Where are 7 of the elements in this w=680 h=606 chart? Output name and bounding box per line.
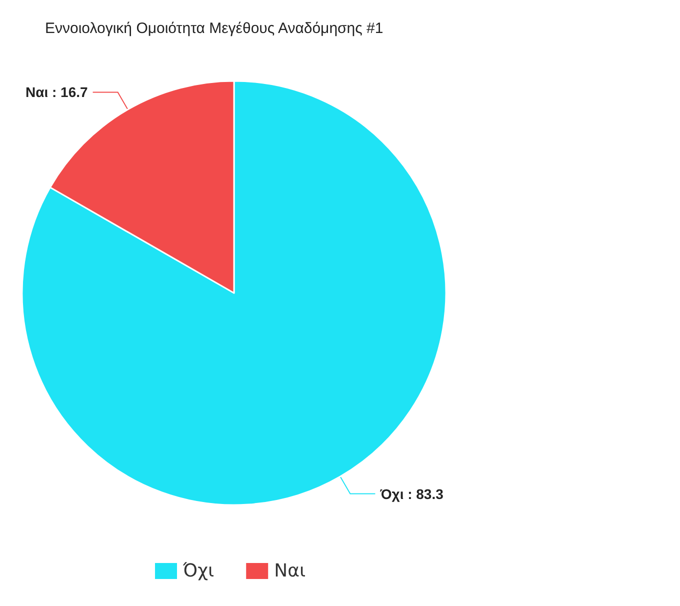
data-label: : 16.7 bbox=[52, 84, 88, 100]
slice-label: Ναι bbox=[25, 84, 48, 100]
data-label: : 83.3 bbox=[408, 486, 444, 502]
legend-label: Ναι bbox=[274, 560, 306, 582]
slice-label: Όχι bbox=[379, 486, 404, 502]
legend-label: Όχι bbox=[182, 560, 214, 582]
chart-title: Εννοιολογική Ομοιότητα Μεγέθους Αναδόμησης #1 bbox=[45, 20, 384, 37]
